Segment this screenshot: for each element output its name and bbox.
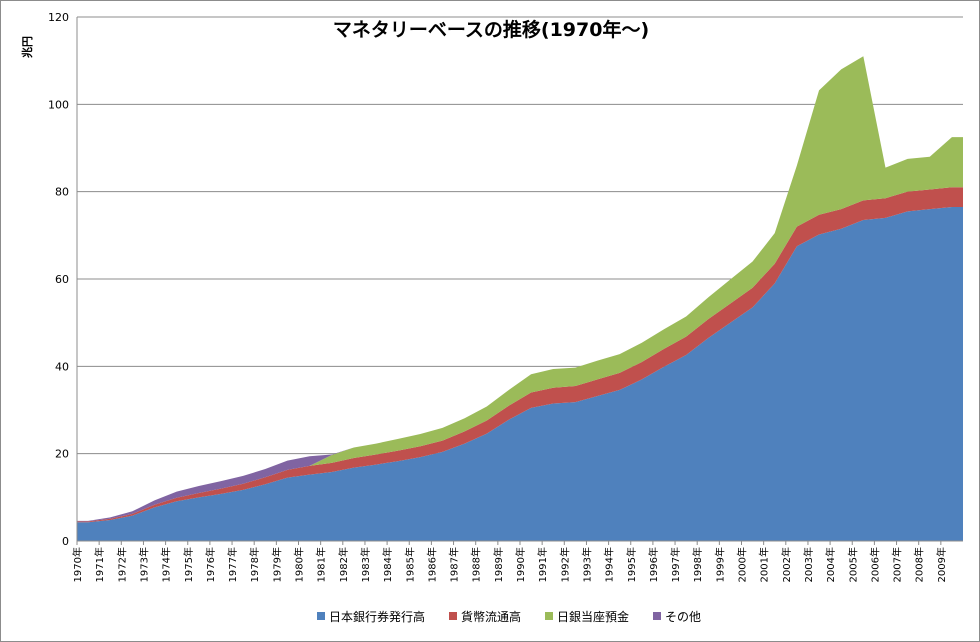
y-tick-label: 100 — [48, 98, 69, 111]
x-tick-label: 1980年 — [293, 547, 306, 582]
x-tick-label: 2002年 — [780, 547, 793, 582]
x-tick-label: 1989年 — [492, 547, 505, 582]
legend-label: 日銀当座預金 — [557, 609, 629, 624]
x-tick-label: 1984年 — [381, 547, 394, 582]
chart-title: マネタリーベースの推移(1970年～) — [333, 18, 649, 41]
x-tick-label: 1981年 — [315, 547, 328, 582]
y-tick-label: 40 — [55, 360, 69, 373]
legend-label: 日本銀行券発行高 — [329, 609, 425, 624]
x-tick-label: 1982年 — [337, 547, 350, 582]
x-tick-label: 2008年 — [913, 547, 926, 582]
y-axis-label: 兆円 — [20, 36, 34, 58]
x-tick-label: 1993年 — [580, 547, 593, 582]
x-tick-label: 1970年 — [71, 547, 84, 582]
x-tick-label: 1971年 — [93, 547, 106, 582]
y-axis: 0 20 40 60 80 100 120 — [48, 11, 78, 548]
legend-swatch — [545, 612, 553, 620]
x-tick-label: 1985年 — [403, 547, 416, 582]
x-tick-label: 1999年 — [713, 547, 726, 582]
legend-swatch — [653, 612, 661, 620]
series-areas — [77, 56, 963, 541]
x-tick-label: 1977年 — [226, 547, 239, 582]
legend-label: 貨幣流通高 — [461, 609, 521, 624]
x-tick-label: 1976年 — [204, 547, 217, 582]
x-tick-label: 1986年 — [425, 547, 438, 582]
x-tick-label: 1998年 — [691, 547, 704, 582]
y-tick-label: 120 — [48, 11, 69, 24]
x-tick-label: 1991年 — [536, 547, 549, 582]
y-tick-label: 0 — [62, 535, 69, 548]
y-tick-label: 80 — [55, 186, 69, 199]
x-tick-label: 1996年 — [647, 547, 660, 582]
y-tick-label: 20 — [55, 448, 69, 461]
legend-label: その他 — [665, 610, 701, 624]
x-tick-label: 1995年 — [625, 547, 638, 582]
y-tick-label: 60 — [55, 273, 69, 286]
x-tick-label: 2005年 — [846, 547, 859, 582]
x-tick-label: 1983年 — [359, 547, 372, 582]
legend-swatch — [449, 612, 457, 620]
x-tick-label: 2004年 — [824, 547, 837, 582]
x-tick-label: 1975年 — [182, 547, 195, 582]
x-tick-label: 1992年 — [558, 547, 571, 582]
x-tick-label: 2003年 — [802, 547, 815, 582]
x-tick-label: 1997年 — [669, 547, 682, 582]
x-tick-label: 2001年 — [758, 547, 771, 582]
x-tick-label: 1973年 — [137, 547, 150, 582]
x-tick-label: 1994年 — [603, 547, 616, 582]
x-tick-label: 1988年 — [470, 547, 483, 582]
x-tick-label: 1972年 — [115, 547, 128, 582]
x-tick-label: 2007年 — [891, 547, 904, 582]
x-axis: 1970年 1971年 1972年 1973年 1974年 1975年 1976年 1977年… — [71, 540, 963, 582]
legend: 日本銀行券発行高 貨幣流通高 日銀当座預金 その他 — [317, 609, 701, 624]
gridlines — [77, 16, 963, 542]
legend-swatch — [317, 612, 325, 620]
x-tick-label: 1978年 — [248, 547, 261, 582]
x-tick-label: 2000年 — [736, 547, 749, 582]
x-tick-label: 1990年 — [514, 547, 527, 582]
x-tick-label: 1979年 — [270, 547, 283, 582]
x-tick-label: 2006年 — [868, 547, 881, 582]
x-tick-label: 1987年 — [448, 547, 461, 582]
x-tick-label: 1974年 — [160, 547, 173, 582]
x-tick-label: 2009年 — [935, 547, 948, 582]
series-area — [77, 206, 963, 541]
